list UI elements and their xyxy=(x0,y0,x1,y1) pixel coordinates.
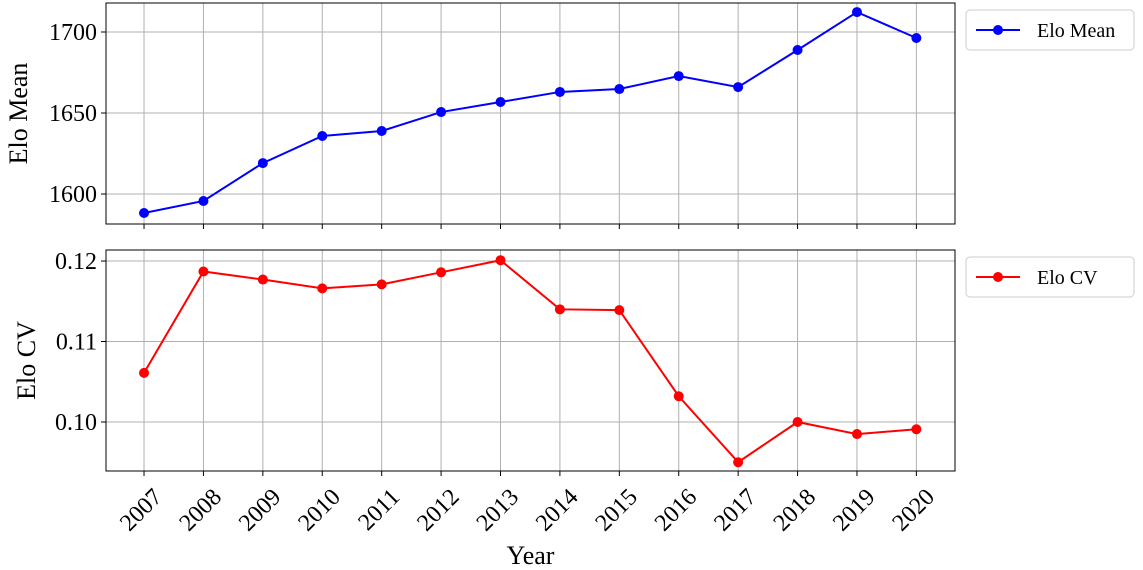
marker xyxy=(317,283,328,294)
legend-box xyxy=(965,256,1135,298)
series-line xyxy=(143,259,917,464)
marker xyxy=(792,416,803,427)
x-axis-label: Year xyxy=(507,541,555,570)
x-tick-label: 2009 xyxy=(234,484,286,536)
y-tick-label: 0.10 xyxy=(55,410,97,436)
marker xyxy=(257,274,268,285)
x-tick-label: 2007 xyxy=(115,484,167,536)
series-line xyxy=(143,10,917,214)
marker xyxy=(139,367,150,378)
x-tick-label: 2015 xyxy=(591,484,643,536)
legend-label: Elo Mean xyxy=(1037,20,1115,42)
x-tick-label: 2014 xyxy=(531,484,583,536)
x-tick-label: 2008 xyxy=(175,484,227,536)
y-tick-label: 1600 xyxy=(49,182,97,208)
y-axis-label: Elo Mean xyxy=(4,63,33,165)
legend-box xyxy=(965,9,1135,51)
panel: 1600 1650 1700 Elo Mean Elo Mean xyxy=(4,2,1135,229)
marker xyxy=(198,195,209,206)
plot-frame xyxy=(105,2,956,225)
x-tick-label: 2018 xyxy=(769,484,821,536)
y-axis-label: Elo CV xyxy=(12,321,41,400)
marker xyxy=(911,424,922,435)
marker xyxy=(436,107,447,118)
marker xyxy=(792,44,803,55)
x-tick-label: 2020 xyxy=(888,484,940,536)
marker xyxy=(495,255,506,266)
marker xyxy=(673,71,684,82)
marker xyxy=(198,266,209,277)
y-tick-label: 1700 xyxy=(49,20,97,46)
marker xyxy=(733,457,744,468)
y-tick-label: 0.12 xyxy=(55,249,97,275)
legend-marker xyxy=(993,25,1003,35)
marker xyxy=(614,84,625,95)
marker xyxy=(257,158,268,169)
marker xyxy=(614,305,625,316)
marker xyxy=(851,429,862,440)
y-tick-label: 0.11 xyxy=(56,330,97,356)
marker xyxy=(436,267,447,278)
x-tick-label: 2017 xyxy=(709,484,761,536)
marker xyxy=(554,86,565,97)
x-tick-label: 2016 xyxy=(650,484,702,536)
x-tick-label: 2010 xyxy=(293,484,345,536)
marker xyxy=(317,131,328,142)
marker xyxy=(911,32,922,43)
marker xyxy=(376,279,387,290)
marker xyxy=(495,96,506,107)
legend-label: Elo CV xyxy=(1037,267,1098,289)
y-tick-label: 1650 xyxy=(49,101,97,127)
x-tick-label: 2011 xyxy=(354,484,406,536)
x-tick-label: 2019 xyxy=(828,484,880,536)
marker xyxy=(139,207,150,218)
panel: 2007 2008 2009 2010 2011 2012 2013 2014 2015 2016… xyxy=(12,249,1135,570)
marker xyxy=(673,391,684,402)
x-tick-label: 2012 xyxy=(412,484,464,536)
marker xyxy=(554,304,565,315)
marker xyxy=(733,82,744,93)
plot-frame xyxy=(105,249,956,472)
x-tick-label: 2013 xyxy=(472,484,524,536)
marker xyxy=(851,7,862,18)
marker xyxy=(376,125,387,136)
legend-marker xyxy=(993,272,1003,282)
